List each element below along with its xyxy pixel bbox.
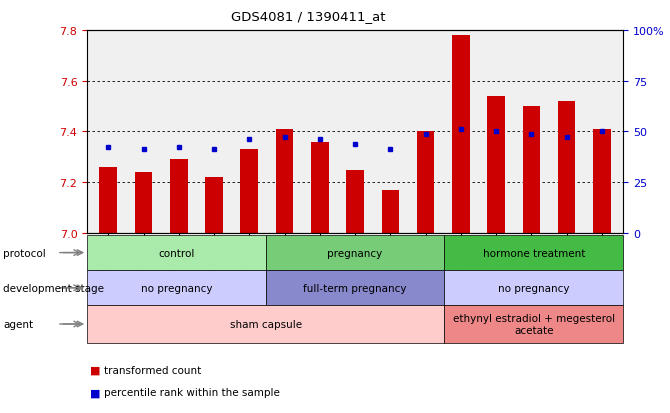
Bar bbox=[417, 132, 434, 233]
Text: no pregnancy: no pregnancy bbox=[498, 283, 570, 293]
Text: pregnancy: pregnancy bbox=[328, 248, 383, 258]
Bar bbox=[205, 178, 223, 233]
Text: development stage: development stage bbox=[3, 283, 105, 293]
Text: percentile rank within the sample: percentile rank within the sample bbox=[104, 387, 280, 397]
Bar bbox=[170, 160, 188, 233]
Bar bbox=[311, 142, 329, 233]
Text: GDS4081 / 1390411_at: GDS4081 / 1390411_at bbox=[231, 10, 385, 23]
Text: agent: agent bbox=[3, 319, 34, 329]
Bar bbox=[346, 170, 364, 233]
Bar bbox=[487, 97, 505, 233]
Bar bbox=[381, 190, 399, 233]
Bar bbox=[99, 168, 117, 233]
Text: ■: ■ bbox=[90, 387, 101, 397]
Bar bbox=[276, 130, 293, 233]
Bar bbox=[452, 36, 470, 233]
Text: protocol: protocol bbox=[3, 248, 46, 258]
Text: control: control bbox=[158, 248, 194, 258]
Bar bbox=[241, 150, 258, 233]
Text: ■: ■ bbox=[90, 365, 101, 375]
Text: no pregnancy: no pregnancy bbox=[141, 283, 212, 293]
Bar bbox=[135, 173, 152, 233]
Bar bbox=[523, 107, 540, 233]
Text: ethynyl estradiol + megesterol
acetate: ethynyl estradiol + megesterol acetate bbox=[453, 313, 615, 335]
Text: sham capsule: sham capsule bbox=[230, 319, 302, 329]
Bar bbox=[558, 102, 576, 233]
Text: full-term pregnancy: full-term pregnancy bbox=[304, 283, 407, 293]
Text: transformed count: transformed count bbox=[104, 365, 201, 375]
Bar bbox=[593, 130, 611, 233]
Text: hormone treatment: hormone treatment bbox=[482, 248, 585, 258]
